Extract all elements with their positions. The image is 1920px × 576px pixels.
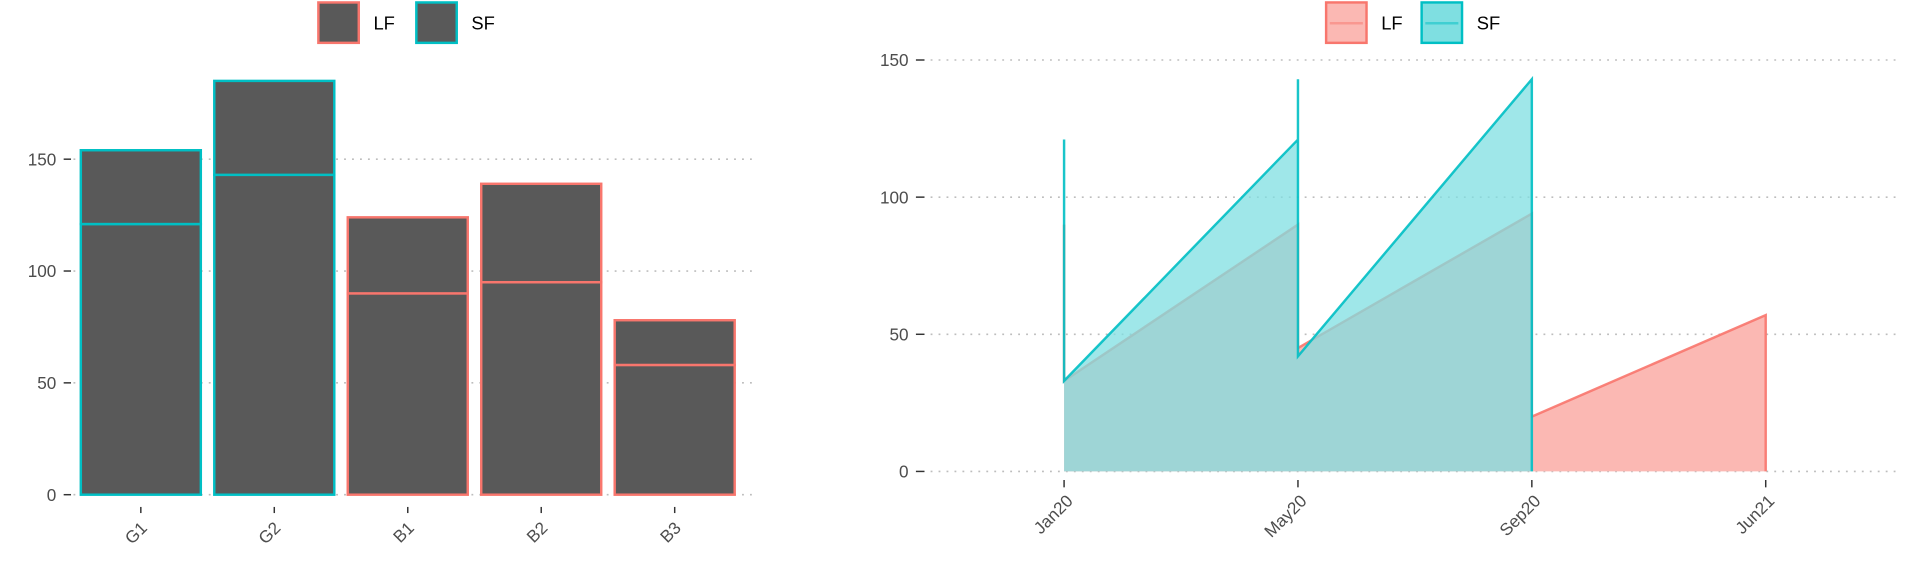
line-SF bbox=[1062, 75, 1534, 472]
bar-segment-B3 bbox=[613, 319, 736, 367]
legend-label-SF: SF bbox=[471, 12, 494, 33]
y-tick-label: 100 bbox=[880, 187, 909, 207]
bar-segment-B2 bbox=[480, 182, 603, 284]
legend-label-SF: SF bbox=[1477, 12, 1500, 33]
bar-segment-G1 bbox=[79, 222, 203, 496]
x-tick-label: May20 bbox=[1260, 491, 1310, 541]
legend-label-LF: LF bbox=[373, 12, 394, 33]
bar-segment-B3 bbox=[613, 363, 736, 496]
x-tick-label: B2 bbox=[522, 518, 551, 547]
bar-segment-B1 bbox=[346, 216, 469, 295]
legend-label-LF: LF bbox=[1381, 12, 1402, 33]
bar-segment-B1 bbox=[346, 292, 469, 496]
y-tick-label: 50 bbox=[37, 373, 56, 393]
bar-segment-G2 bbox=[213, 79, 336, 177]
x-tick-label: G2 bbox=[254, 518, 284, 548]
x-tick-label: B1 bbox=[389, 518, 418, 547]
bar-segment-G1 bbox=[79, 149, 203, 226]
x-tick-label: Jan20 bbox=[1030, 491, 1077, 538]
y-tick-label: 150 bbox=[28, 149, 57, 169]
legend-key-SF bbox=[415, 1, 458, 45]
y-tick-label: 100 bbox=[28, 261, 57, 281]
x-tick-label: B3 bbox=[656, 518, 685, 547]
y-tick-label: 0 bbox=[47, 485, 57, 505]
y-tick-label: 50 bbox=[890, 324, 909, 344]
x-tick-label: G1 bbox=[121, 518, 151, 548]
area-chart-panel: 0 50 100 150 Jan20 May20 Sep20 Jun21 LF SF bbox=[880, 1, 1898, 541]
legend-key-LF bbox=[317, 1, 360, 45]
y-tick-label: 150 bbox=[880, 50, 909, 70]
bar-segment-G2 bbox=[213, 173, 336, 496]
y-tick-label: 0 bbox=[899, 462, 909, 482]
x-tick-label: Sep20 bbox=[1495, 491, 1544, 540]
bar-chart-panel: 0 50 100 150 G1 G2 B1 B2 B3 LF SF bbox=[28, 1, 754, 548]
bar-segment-B2 bbox=[480, 280, 603, 496]
x-tick-label: Jun21 bbox=[1731, 491, 1778, 538]
